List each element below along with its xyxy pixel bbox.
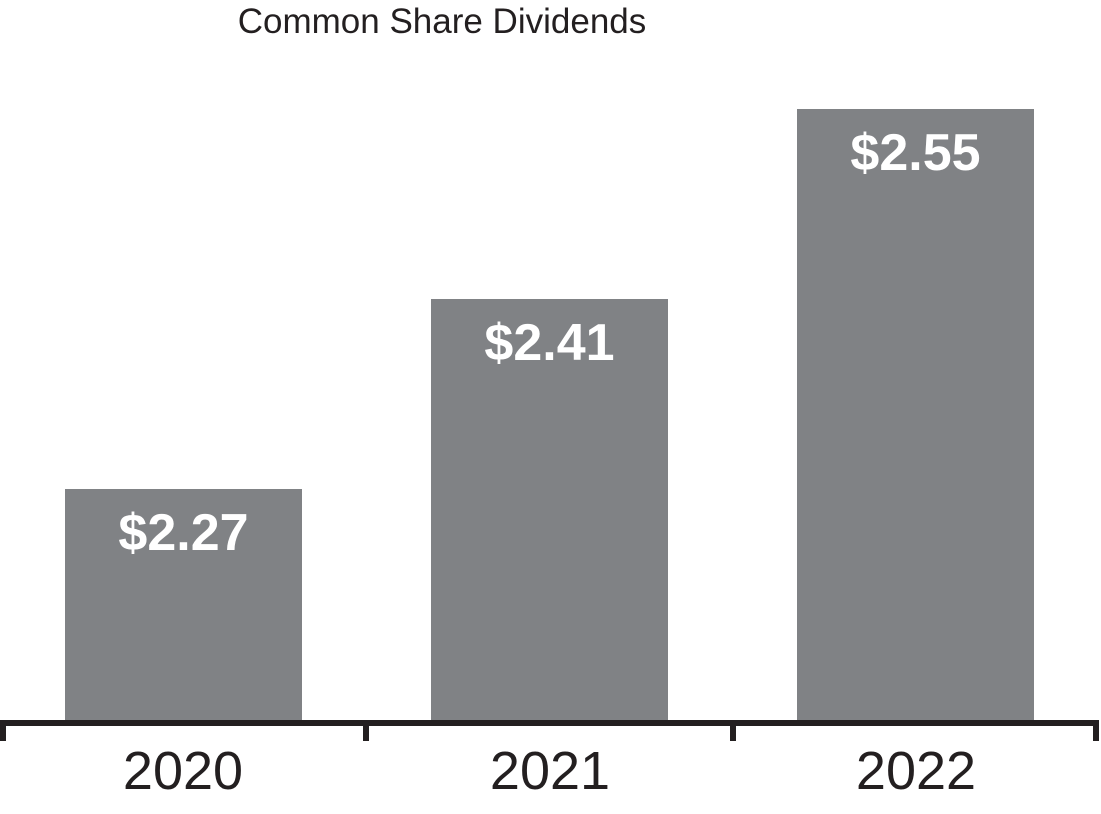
x-axis-line: [0, 720, 1099, 726]
x-axis-tick: [729, 720, 736, 741]
bar-value-label: $2.27: [118, 504, 249, 562]
x-axis-tick: [0, 720, 6, 741]
x-tick-label-2021: 2021: [489, 741, 611, 801]
chart-title: Common Share Dividends: [237, 2, 647, 41]
x-axis-tick: [1093, 720, 1099, 741]
bar-2020: $2.27: [65, 489, 302, 720]
bar-2021: $2.41: [431, 299, 668, 720]
x-tick-label-2022: 2022: [855, 741, 977, 801]
bar-2022: $2.55: [797, 109, 1034, 720]
x-axis-tick: [363, 720, 370, 741]
x-tick-label-2020: 2020: [122, 741, 244, 801]
bar-value-label: $2.41: [484, 314, 615, 372]
bar-value-label: $2.55: [850, 124, 981, 182]
